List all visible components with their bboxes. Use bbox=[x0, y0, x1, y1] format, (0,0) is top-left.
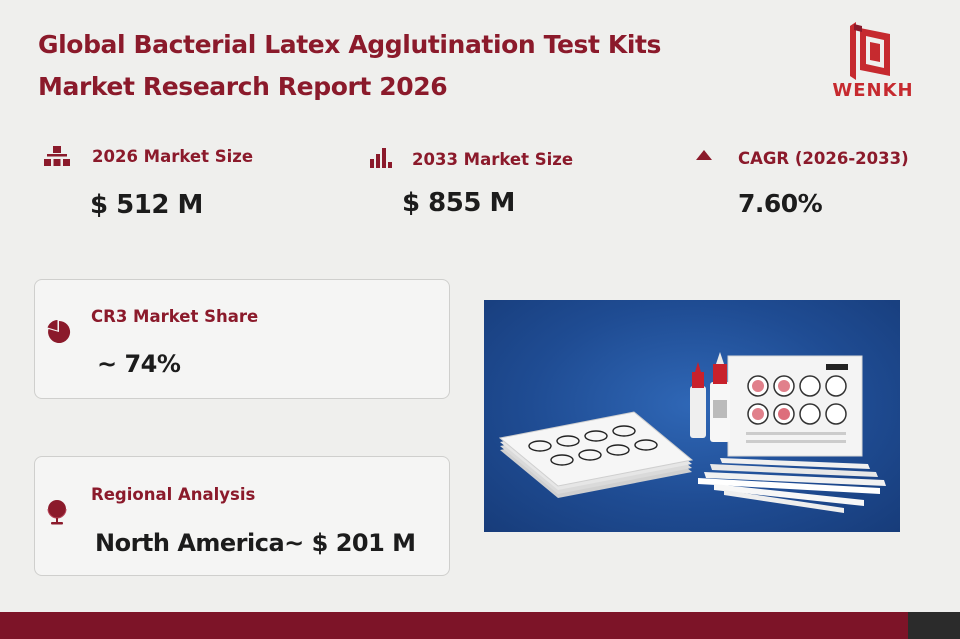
globe-icon bbox=[47, 500, 67, 525]
card-value: North America~ $ 201 M bbox=[95, 529, 416, 557]
test-card-rear bbox=[727, 355, 863, 457]
test-card-stack bbox=[498, 411, 694, 498]
brand-name: WENKH bbox=[832, 80, 914, 101]
card-cr3-market-share: CR3 Market Share ~ 74% bbox=[34, 279, 450, 399]
logo-mark-icon bbox=[850, 22, 890, 80]
card-label: Regional Analysis bbox=[91, 485, 256, 504]
card-label: CR3 Market Share bbox=[91, 307, 259, 326]
stat-label: 2033 Market Size bbox=[412, 150, 574, 169]
footer-bar bbox=[0, 612, 908, 639]
stat-value: 7.60% bbox=[738, 189, 823, 218]
card-value: ~ 74% bbox=[97, 350, 181, 378]
stat-label: CAGR (2026-2033) bbox=[738, 149, 909, 168]
footer-corner bbox=[908, 612, 960, 639]
reagent-bottles bbox=[690, 352, 730, 442]
brand-logo: WENKH bbox=[818, 22, 928, 102]
mixing-sticks bbox=[698, 458, 886, 513]
stat-value: $ 512 M bbox=[90, 190, 203, 220]
stat-label: 2026 Market Size bbox=[92, 147, 254, 166]
triangle-up-icon bbox=[696, 150, 712, 160]
product-image bbox=[484, 300, 900, 532]
pie-chart-icon bbox=[47, 320, 71, 343]
stat-value: $ 855 M bbox=[402, 188, 515, 218]
bar-chart-icon bbox=[370, 148, 392, 168]
card-regional-analysis: Regional Analysis North America~ $ 201 M bbox=[34, 456, 450, 576]
org-chart-icon bbox=[44, 146, 70, 166]
test-kit-illustration bbox=[498, 352, 886, 513]
title-line-1: Global Bacterial Latex Agglutination Tes… bbox=[38, 30, 662, 59]
page-title: Global Bacterial Latex Agglutination Tes… bbox=[38, 24, 738, 108]
title-line-2: Market Research Report 2026 bbox=[38, 72, 448, 101]
